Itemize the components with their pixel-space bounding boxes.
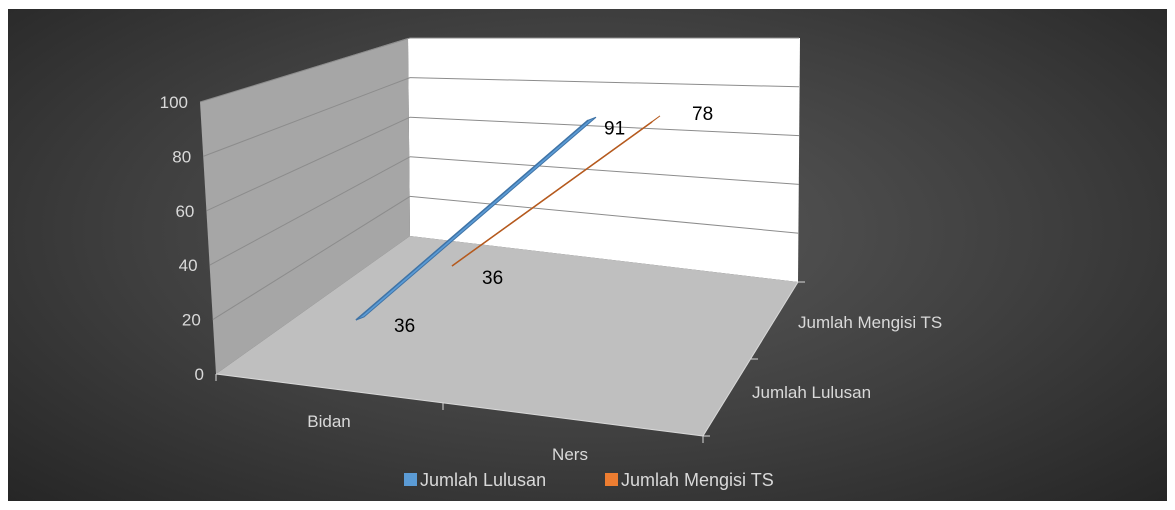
side-wall [200, 38, 410, 374]
series-line-1 [451, 121, 653, 267]
depth-tick-label-lulusan: Jumlah Lulusan [752, 383, 871, 402]
data-label: 78 [692, 104, 713, 125]
depth-axis-line [702, 281, 799, 437]
back-gridline [409, 156, 800, 185]
x-tick-label-bidan: Bidan [307, 412, 350, 431]
y-tick-label: 100 [160, 93, 188, 112]
legend-swatch-lulusan [404, 473, 417, 486]
legend-label-lulusan: Jumlah Lulusan [420, 470, 546, 490]
data-label: 91 [604, 118, 625, 139]
side-gridline [209, 156, 411, 266]
gridlines [199, 37, 800, 321]
series-layer [355, 115, 661, 321]
depth-tick-label-mengisi: Jumlah Mengisi TS [798, 313, 942, 332]
series-line-0 [355, 119, 589, 321]
y-tick-label: 60 [175, 202, 194, 221]
back-gridline [409, 195, 800, 234]
y-tick-labels: 0 20 40 60 80 100 [160, 93, 204, 384]
axis-lines [215, 281, 805, 443]
side-gridline [212, 195, 411, 321]
legend: Jumlah Lulusan Jumlah Mengisi TS [404, 470, 774, 490]
side-gridline [203, 77, 411, 157]
floor [216, 236, 798, 436]
y-tick-label: 0 [195, 365, 204, 384]
data-label: 36 [394, 316, 415, 337]
data-label: 36 [482, 268, 503, 289]
legend-swatch-mengisi [605, 473, 618, 486]
y-tick-label: 40 [179, 256, 198, 275]
side-gridline [206, 116, 411, 212]
y-tick-label: 80 [172, 147, 191, 166]
x-axis-line [215, 373, 704, 437]
legend-label-mengisi: Jumlah Mengisi TS [621, 470, 774, 490]
side-gridline [199, 37, 411, 103]
back-wall [408, 38, 800, 282]
x-tick-label-ners: Ners [552, 445, 588, 464]
back-gridline [409, 77, 800, 88]
data-labels: 36 91 36 78 [394, 104, 713, 337]
back-gridline [409, 116, 800, 137]
y-tick-label: 20 [182, 311, 201, 330]
